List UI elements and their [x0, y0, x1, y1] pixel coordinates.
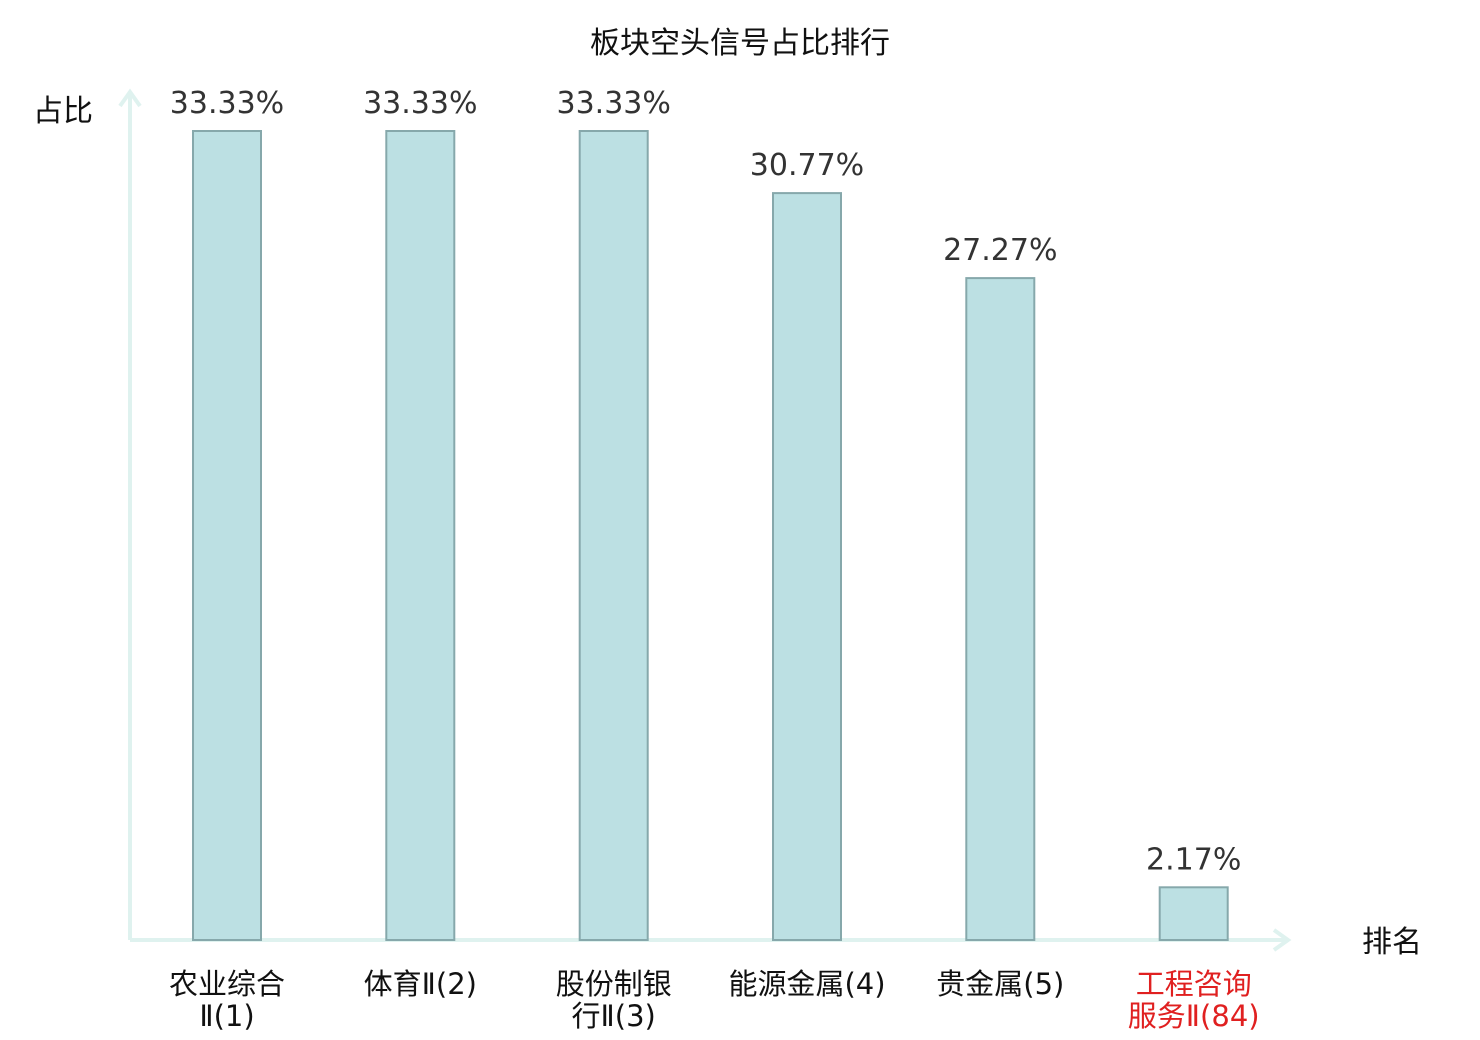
- bar: [385, 130, 456, 941]
- bar-value-label: 27.27%: [943, 233, 1057, 268]
- x-axis-label: 排名: [1362, 925, 1422, 960]
- category-label: Ⅱ(1): [199, 999, 254, 1033]
- category-label: 行Ⅱ(3): [572, 999, 656, 1033]
- x-axis-arrow: [1272, 928, 1292, 952]
- category-label: 工程咨询: [1136, 967, 1252, 1001]
- category-label: 服务Ⅱ(84): [1128, 999, 1260, 1033]
- bar: [192, 130, 262, 941]
- bar: [578, 130, 649, 941]
- bar: [1158, 886, 1229, 941]
- bar-value-label: 2.17%: [1146, 842, 1241, 877]
- category-label: 农业综合: [169, 967, 285, 1001]
- axes: [118, 88, 1292, 952]
- bars-group: [192, 130, 1229, 942]
- category-label: 股份制银: [556, 967, 672, 1001]
- category-label: 能源金属(4): [728, 967, 885, 1001]
- bar-value-label: 33.33%: [557, 86, 671, 121]
- value-labels-group: 33.33% 33.33% 33.33% 30.77% 27.27% 2.17%: [170, 86, 1242, 877]
- bar-value-label: 33.33%: [363, 86, 477, 121]
- bar: [772, 192, 842, 942]
- bar-value-label: 30.77%: [750, 148, 864, 183]
- y-axis-label: 占比: [33, 94, 93, 129]
- bar: [965, 277, 1036, 942]
- chart-title: 板块空头信号占比排行: [590, 26, 890, 61]
- bar-value-label: 33.33%: [170, 86, 284, 121]
- y-axis-arrow: [118, 88, 142, 108]
- category-label: 体育Ⅱ(2): [364, 967, 477, 1001]
- category-label: 贵金属(5): [936, 967, 1064, 1001]
